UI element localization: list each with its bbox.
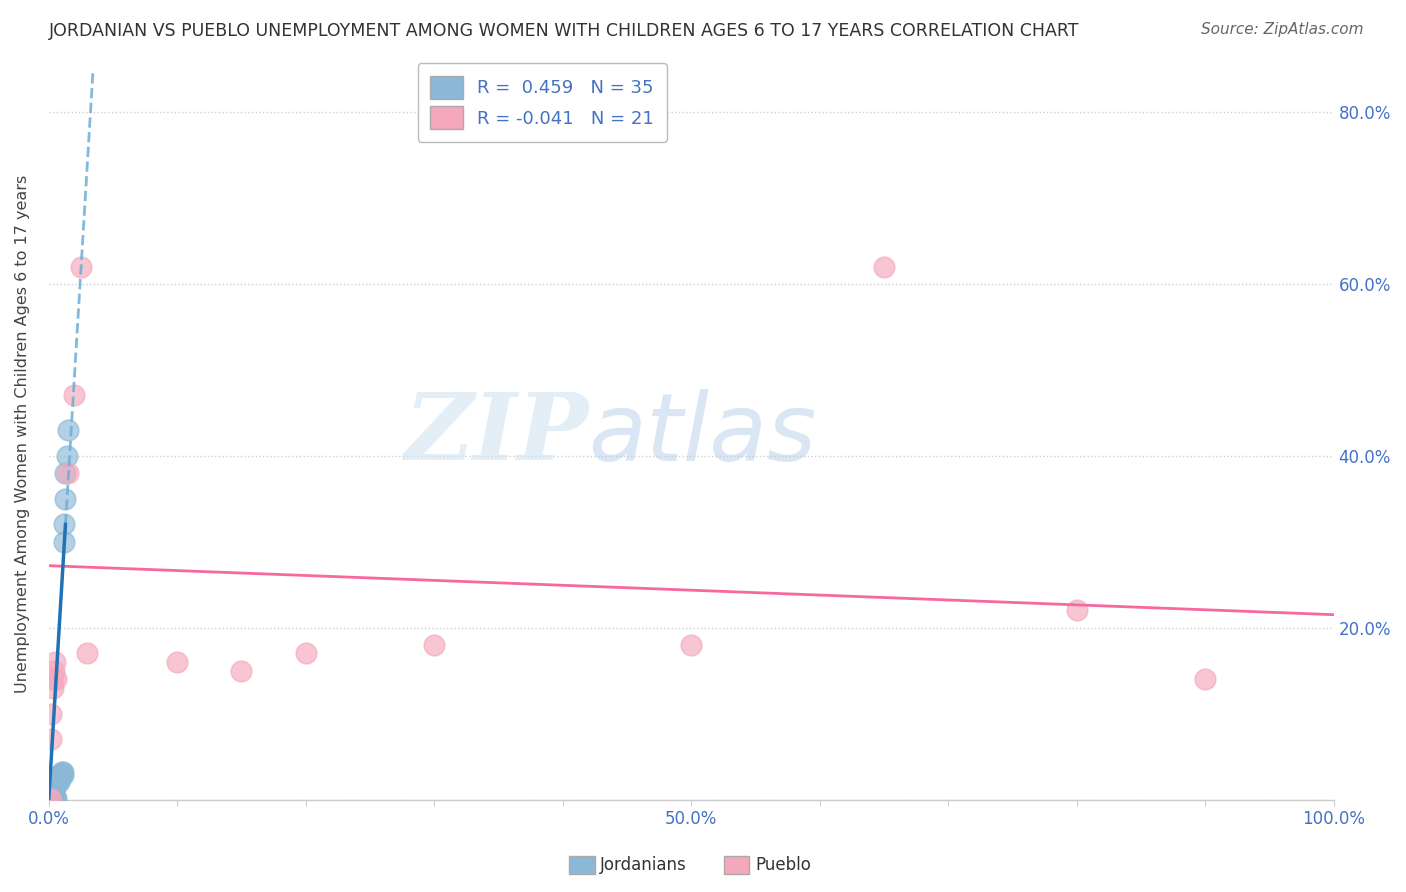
Point bbox=[46, 773, 69, 788]
Point bbox=[53, 534, 76, 549]
Point bbox=[41, 732, 63, 747]
Point bbox=[39, 791, 62, 805]
Point bbox=[166, 655, 188, 669]
Point bbox=[52, 764, 75, 779]
Point bbox=[39, 791, 62, 805]
Legend: R =  0.459   N = 35, R = -0.041   N = 21: R = 0.459 N = 35, R = -0.041 N = 21 bbox=[418, 63, 666, 142]
Point bbox=[44, 777, 66, 791]
Point bbox=[48, 768, 70, 782]
Point bbox=[63, 388, 86, 402]
Point bbox=[56, 423, 79, 437]
Text: Pueblo: Pueblo bbox=[755, 856, 811, 874]
Text: atlas: atlas bbox=[588, 389, 817, 480]
Point bbox=[231, 664, 253, 678]
Point bbox=[41, 790, 63, 805]
Point bbox=[41, 706, 63, 721]
Point bbox=[41, 791, 63, 805]
Point bbox=[423, 638, 446, 652]
Point bbox=[41, 790, 63, 805]
Point bbox=[51, 764, 73, 779]
Point bbox=[1194, 672, 1216, 686]
Point bbox=[55, 449, 77, 463]
Point bbox=[294, 646, 316, 660]
Point bbox=[44, 791, 66, 805]
Text: Jordanians: Jordanians bbox=[600, 856, 688, 874]
Point bbox=[42, 791, 65, 805]
Point bbox=[42, 664, 65, 678]
Point bbox=[41, 791, 63, 805]
Point bbox=[39, 791, 62, 805]
Point bbox=[42, 790, 65, 805]
Point bbox=[70, 260, 93, 274]
Point bbox=[45, 790, 67, 805]
Text: JORDANIAN VS PUEBLO UNEMPLOYMENT AMONG WOMEN WITH CHILDREN AGES 6 TO 17 YEARS CO: JORDANIAN VS PUEBLO UNEMPLOYMENT AMONG W… bbox=[49, 22, 1080, 40]
Point bbox=[55, 491, 77, 506]
Text: ZIP: ZIP bbox=[404, 389, 588, 479]
Point bbox=[55, 466, 77, 480]
Point bbox=[56, 466, 79, 480]
Point bbox=[45, 775, 67, 789]
Point bbox=[873, 260, 896, 274]
Point bbox=[44, 790, 66, 805]
Text: Source: ZipAtlas.com: Source: ZipAtlas.com bbox=[1201, 22, 1364, 37]
Point bbox=[681, 638, 703, 652]
Point bbox=[41, 681, 63, 695]
Point bbox=[52, 768, 75, 782]
Point bbox=[76, 646, 98, 660]
Point bbox=[44, 655, 66, 669]
Point bbox=[1066, 603, 1088, 617]
Point bbox=[48, 775, 70, 789]
Point bbox=[44, 780, 66, 794]
Point bbox=[39, 791, 62, 805]
Point bbox=[49, 771, 72, 785]
Point bbox=[45, 672, 67, 686]
Y-axis label: Unemployment Among Women with Children Ages 6 to 17 years: Unemployment Among Women with Children A… bbox=[15, 175, 30, 693]
Point bbox=[39, 791, 62, 805]
Point bbox=[49, 766, 72, 780]
Point bbox=[53, 517, 76, 532]
Point bbox=[42, 789, 65, 804]
Point bbox=[41, 672, 63, 686]
Point bbox=[41, 791, 63, 805]
Point bbox=[39, 791, 62, 805]
Point bbox=[51, 766, 73, 780]
Point bbox=[41, 791, 63, 805]
Point bbox=[46, 771, 69, 785]
